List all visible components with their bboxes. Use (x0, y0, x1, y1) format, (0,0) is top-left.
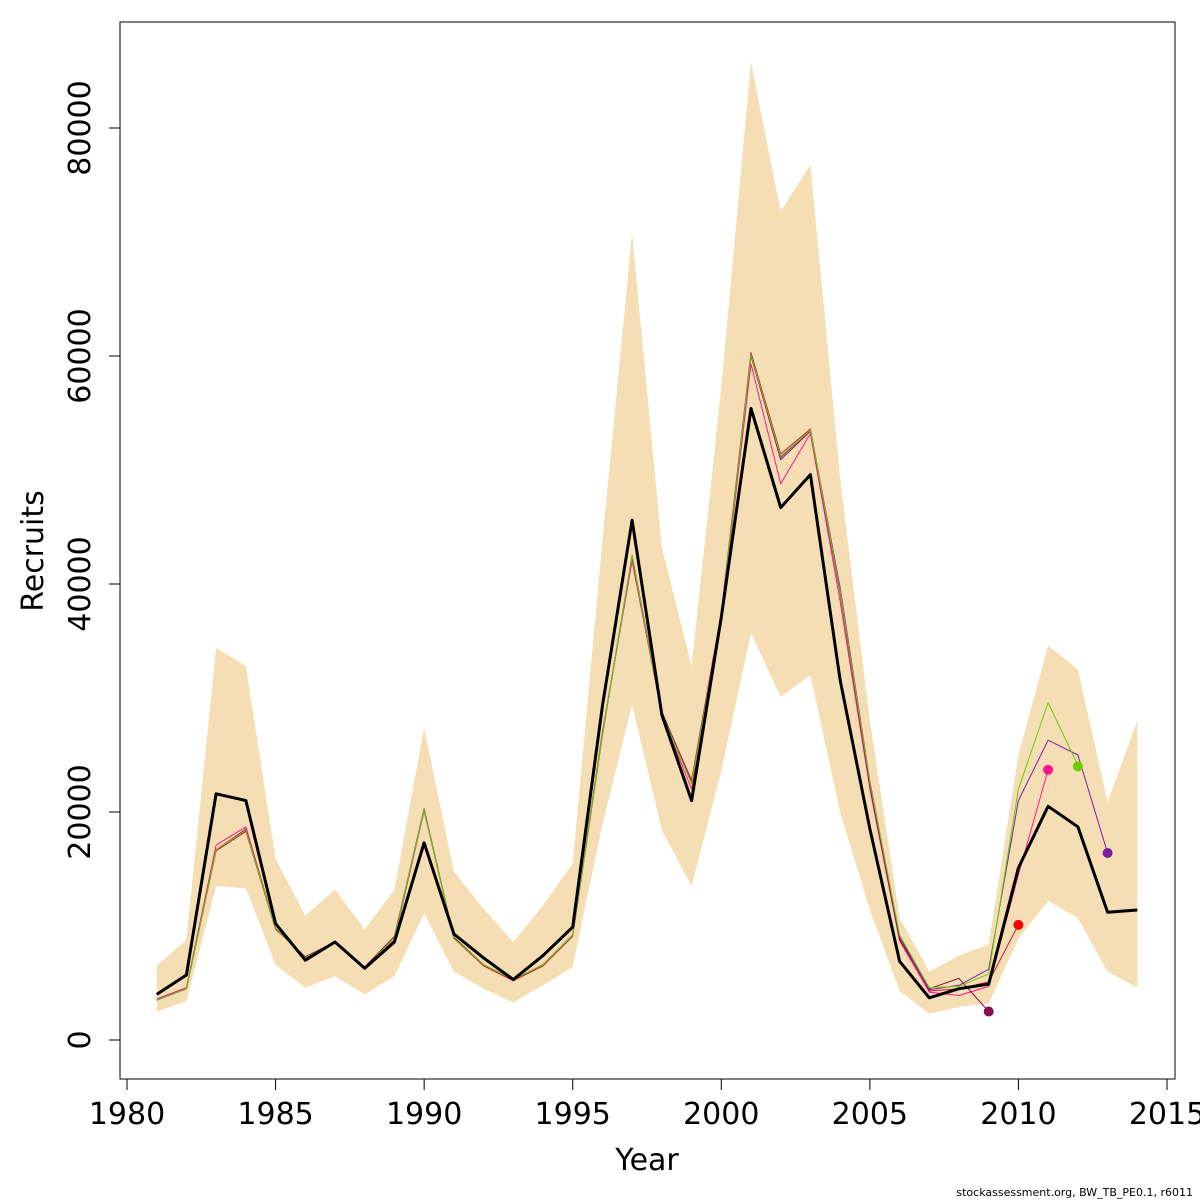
x-tick-label: 2010 (980, 1097, 1056, 1132)
series-layer (155, 352, 1138, 1012)
x-tick-label: 1990 (386, 1097, 462, 1132)
endpoint-marker-2010 (1013, 919, 1024, 930)
endpoint-marker-2012 (1072, 761, 1083, 772)
series-line-retro-5 (156, 354, 1079, 1001)
x-tick-label: 1985 (237, 1097, 313, 1132)
endpoint-markers-layer (983, 761, 1113, 1017)
x-tick-label: 1995 (535, 1097, 611, 1132)
confidence-band-layer (156, 61, 1138, 1014)
y-tick-label: 20000 (63, 764, 98, 859)
endpoint-marker-2013 (1102, 848, 1113, 858)
x-tick-label: 2015 (1129, 1097, 1200, 1132)
series-line-main (155, 406, 1138, 1000)
footer-credit: stockassessment.org, BW_TB_PE0.1, r6011 (956, 1186, 1193, 1199)
y-tick-label: 60000 (63, 308, 98, 403)
x-axis-title: Year (614, 1143, 679, 1178)
y-tick-label: 80000 (63, 80, 98, 175)
y-tick-label: 0 (63, 1030, 98, 1049)
endpoint-marker-2011 (1043, 764, 1054, 775)
y-axis-title: Recruits (16, 490, 51, 612)
confidence-band (156, 61, 1138, 1014)
x-tick-label: 1980 (89, 1097, 165, 1132)
x-tick-label: 2000 (683, 1097, 759, 1132)
endpoint-marker-2009 (983, 1006, 994, 1017)
axes-layer: 1980 1985 1990 1995 2000 2005 2010 2015 0 20000 40… (63, 80, 1200, 1132)
y-tick-label: 40000 (63, 536, 98, 631)
x-tick-label: 2005 (832, 1097, 908, 1132)
